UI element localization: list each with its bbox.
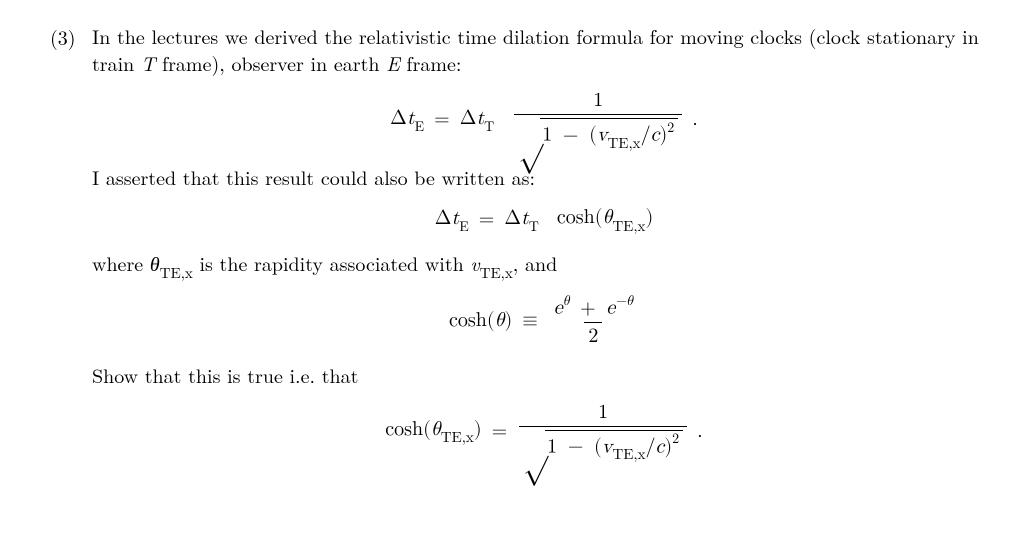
equation-2: ΔtE = ΔtT cosh(θTE,x) (92, 204, 996, 234)
eq1-lhs: ΔtE (390, 105, 424, 135)
frac-num: eθ + e−θ (550, 295, 637, 322)
eq4-fraction: 1 √ 1 − (vTE,x/c)2 (519, 402, 687, 461)
sub-tex: TE,x (480, 262, 513, 283)
eq1-rhs-dt: ΔtT (460, 105, 495, 135)
lparen: ( (487, 310, 495, 330)
where-c: , and (513, 248, 557, 277)
equals-sign: = (475, 206, 499, 233)
frame-t-symbol: T (141, 48, 155, 77)
frac-den: √ 1 − (vTE,x/c)2 (514, 114, 682, 149)
sub-t: T (484, 120, 494, 134)
e-symbol: e (554, 298, 563, 318)
show-paragraph: Show that this is true i.e. that (92, 361, 996, 388)
sqrt: √ 1 − (vTE,x/c)2 (518, 118, 678, 149)
sub-tex: TE,x (441, 430, 474, 445)
delta-symbol: Δ (460, 108, 477, 128)
sub-e: E (459, 220, 469, 234)
assert-paragraph: I asserted that this result could also b… (92, 163, 996, 190)
v-symbol: v (470, 248, 479, 277)
item-number: (3) (50, 22, 92, 51)
sqrt-body: 1 − (vTE,x/c)2 (540, 118, 678, 149)
period: . (690, 106, 698, 133)
rparen: ) (474, 419, 482, 439)
period: . (695, 418, 703, 445)
sup-theta: θ (563, 294, 570, 308)
sub-tex: TE,x (607, 136, 640, 151)
equals-sign: = (430, 106, 454, 133)
slash: / (641, 125, 651, 145)
eq4-lhs: cosh(θTE,x) (385, 416, 481, 446)
cosh-fn: cosh (557, 207, 595, 227)
theta-symbol: θ (603, 207, 613, 227)
sup-2: 2 (672, 432, 679, 446)
delta-symbol: Δ (504, 208, 521, 228)
theta-symbol: θ (431, 419, 441, 439)
equals-sign: = (488, 418, 512, 445)
eq3-lhs: cosh(θ) (449, 307, 512, 334)
sub-e: E (415, 120, 425, 134)
intro-paragraph: In the lectures we derived the relativis… (92, 22, 996, 76)
eq2-lhs: ΔtE (435, 205, 469, 235)
lparen: ( (589, 125, 597, 145)
where-paragraph: where θTE,x is the rapidity associated w… (92, 249, 996, 281)
equation-1: ΔtE = ΔtT 1 √ 1 (92, 90, 996, 149)
equation-3: cosh(θ) ≡ eθ + e−θ 2 (92, 295, 996, 347)
sub-t: T (529, 220, 539, 234)
eq2-rhs-dt: ΔtT (504, 205, 539, 235)
plus-sign: + (576, 298, 600, 318)
frac-num: 1 (589, 90, 607, 114)
e-symbol: e (606, 298, 615, 318)
page: (3) In the lectures we derived the relat… (0, 0, 1024, 475)
where-b: is the rapidity associated with (193, 248, 471, 277)
frac-den: √ 1 − (vTE,x/c)2 (519, 426, 687, 461)
sqrt-sign: √ (523, 433, 548, 463)
theta-symbol: θ (150, 248, 160, 277)
equiv-sign: ≡ (518, 307, 542, 334)
sqrt-body: 1 − (vTE,x/c)2 (545, 430, 683, 461)
frac-num: 1 (594, 402, 612, 426)
one: 1 (547, 436, 557, 456)
intro-text-b: frame), observer in earth (155, 48, 386, 77)
sub-tex: TE,x (612, 447, 645, 462)
delta-symbol: Δ (390, 108, 407, 128)
sub-tex: TE,x (160, 262, 193, 283)
minus-sign: − (559, 125, 583, 145)
c-symbol: c (651, 125, 660, 145)
eq1-fraction: 1 √ 1 − (vTE,x/c)2 (514, 90, 682, 149)
sqrt: √ 1 − (vTE,x/c)2 (523, 430, 683, 461)
eq3-fraction: eθ + e−θ 2 (550, 295, 637, 347)
eq2-cosh: cosh(θTE,x) (557, 204, 653, 234)
theta-symbol: θ (495, 310, 505, 330)
lparen: ( (595, 207, 603, 227)
delta-symbol: Δ (435, 208, 452, 228)
t-symbol: t (476, 108, 484, 128)
frame-e-symbol: E (386, 48, 400, 77)
sup-2: 2 (667, 121, 674, 135)
lparen: ( (423, 419, 431, 439)
sqrt-sign: √ (518, 121, 543, 151)
one: 1 (542, 125, 552, 145)
v-symbol: v (597, 125, 608, 145)
equation-4: cosh(θTE,x) = 1 √ 1 − (vTE,x/c)2 (92, 402, 996, 461)
cosh-fn: cosh (449, 310, 487, 330)
rparen: ) (645, 207, 653, 227)
minus-sign: − (564, 436, 588, 456)
rparen: ) (664, 436, 672, 456)
lparen: ( (594, 436, 602, 456)
frac-den: 2 (584, 322, 602, 347)
t-symbol: t (521, 208, 529, 228)
problem-item: (3) In the lectures we derived the relat… (50, 22, 996, 475)
cosh-fn: cosh (385, 419, 423, 439)
t-symbol: t (407, 108, 415, 128)
intro-text-c: frame: (400, 48, 462, 77)
v-symbol: v (602, 436, 613, 456)
slash: / (646, 436, 656, 456)
sub-tex: TE,x (612, 219, 645, 234)
item-body: In the lectures we derived the relativis… (92, 22, 996, 475)
where-a: where (92, 248, 150, 277)
sup-neg-theta: −θ (615, 294, 633, 308)
rparen: ) (504, 310, 512, 330)
